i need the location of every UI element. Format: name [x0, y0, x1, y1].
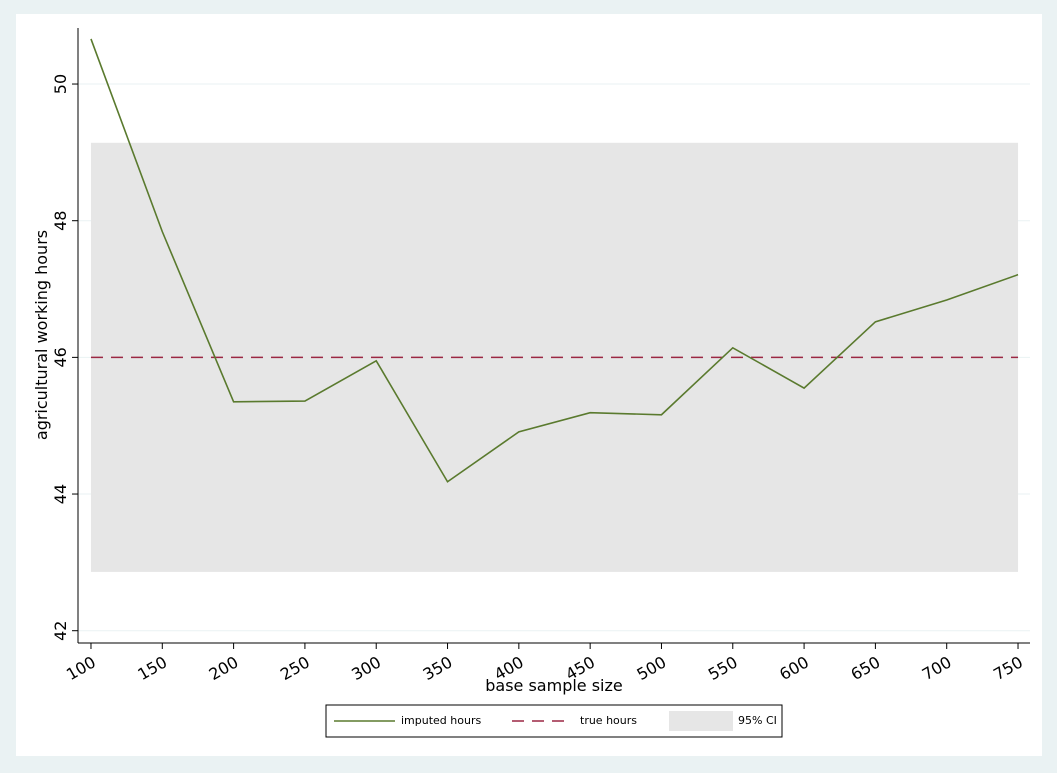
y-tick-label: 42: [51, 621, 70, 641]
legend-label: 95% CI: [738, 714, 777, 727]
legend-label: true hours: [580, 714, 637, 727]
y-tick-label: 46: [51, 347, 70, 367]
y-axis-title: agricultural working hours: [32, 230, 51, 440]
y-tick-label: 48: [51, 211, 70, 231]
y-tick-label: 50: [51, 74, 70, 94]
data-line: [90, 38, 1019, 483]
legend-label: imputed hours: [401, 714, 481, 727]
x-axis-title: base sample size: [485, 676, 623, 695]
legend-swatch: [669, 711, 733, 731]
y-tick-label: 44: [51, 484, 70, 504]
